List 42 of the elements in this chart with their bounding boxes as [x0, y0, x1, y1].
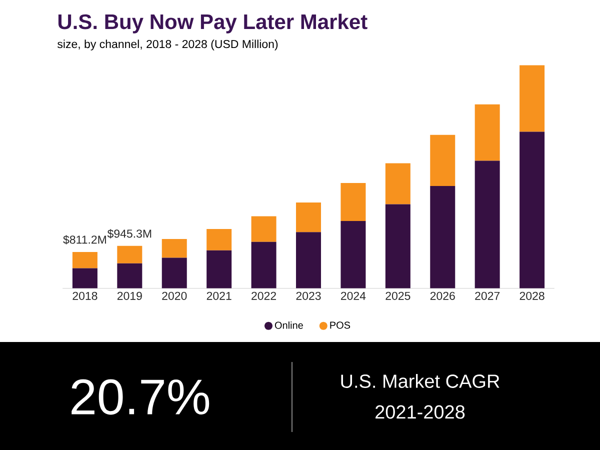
- x-tick-label: 2027: [475, 292, 500, 300]
- legend-label: POS: [330, 322, 350, 329]
- bar: [520, 132, 545, 288]
- chart-title: U.S. Buy Now Pay Later Market: [58, 14, 368, 34]
- bar: [385, 163, 410, 204]
- bar: [162, 258, 187, 288]
- text: U.S. Market CAGR: [341, 374, 500, 388]
- bar: [117, 263, 142, 288]
- bar: [251, 242, 276, 288]
- bar: [340, 220, 366, 288]
- legend-label: Online: [274, 321, 303, 329]
- bar: [251, 216, 276, 242]
- bar: [474, 160, 500, 288]
- x-tick-label: 2026: [430, 292, 455, 300]
- bar: [206, 228, 232, 250]
- bar: [385, 204, 410, 288]
- text: 20.7%: [72, 379, 210, 415]
- x-tick-label: 2021: [206, 292, 232, 300]
- bar: [474, 104, 500, 161]
- bar: [72, 268, 98, 288]
- bar: [72, 252, 98, 268]
- x-tick-label: 2022: [252, 292, 276, 300]
- x-tick-label: 2023: [296, 292, 321, 300]
- annotation: $945.3M: [107, 229, 152, 238]
- bar: [296, 232, 322, 288]
- annotation: $811.2M: [63, 235, 106, 244]
- bar: [162, 239, 187, 258]
- x-tick-label: 2019: [117, 292, 142, 300]
- chart-subtitle: size, by channel, 2018 - 2028 (USD Million): [58, 40, 278, 50]
- x-tick-label: 2024: [341, 292, 366, 300]
- bar: [296, 202, 322, 232]
- bar: [340, 183, 366, 221]
- bar: [117, 246, 142, 264]
- x-tick-label: 2025: [386, 292, 410, 300]
- bar: [430, 134, 456, 186]
- x-tick-label: 2028: [520, 292, 544, 300]
- text: 2021-2028: [376, 405, 465, 419]
- bar: [430, 186, 456, 288]
- bar: [206, 250, 232, 288]
- bar: [520, 65, 545, 132]
- x-tick-label: 2018: [72, 292, 98, 300]
- x-tick-label: 2020: [162, 292, 187, 300]
